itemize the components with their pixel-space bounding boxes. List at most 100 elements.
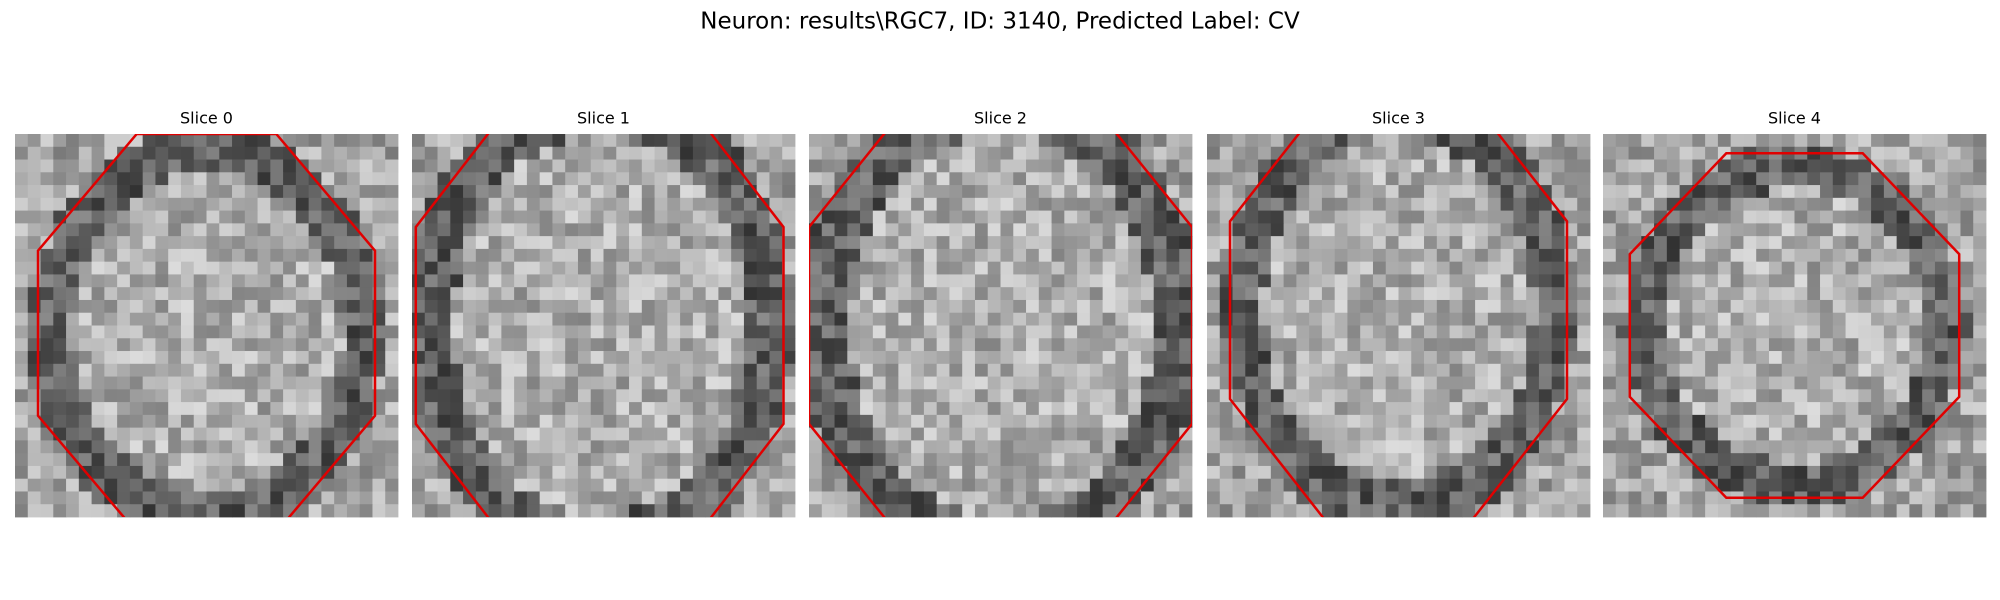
pixel	[1679, 453, 1693, 467]
pixel	[27, 427, 41, 441]
pixel	[1153, 299, 1167, 314]
pixel	[15, 453, 29, 467]
pixel	[1564, 440, 1578, 454]
pixel	[244, 325, 258, 339]
pixel	[66, 351, 80, 365]
pixel	[1089, 210, 1104, 224]
pixel	[539, 504, 553, 518]
pixel	[129, 453, 144, 467]
pixel	[1526, 210, 1540, 224]
pixel	[1934, 299, 1949, 314]
pixel	[1705, 491, 1719, 505]
pixel	[667, 223, 681, 237]
pixel	[155, 453, 169, 467]
pixel	[1051, 453, 1065, 467]
pixel	[1372, 236, 1387, 250]
pixel	[1296, 261, 1310, 275]
pixel	[1692, 440, 1706, 454]
pixel	[590, 440, 604, 454]
pixel	[1526, 146, 1540, 160]
pixel	[1858, 504, 1872, 518]
pixel	[1577, 261, 1591, 275]
pixel	[1922, 185, 1936, 199]
pixel	[283, 491, 297, 505]
pixel	[731, 389, 745, 403]
pixel	[1140, 504, 1155, 518]
pixel	[1207, 478, 1221, 492]
pixel	[1717, 223, 1732, 237]
pixel	[974, 465, 989, 480]
pixel	[1871, 248, 1885, 263]
pixel	[1089, 261, 1104, 275]
pixel	[1309, 351, 1323, 365]
pixel	[654, 376, 668, 390]
pixel	[53, 287, 67, 301]
pixel	[1781, 351, 1795, 365]
pixel	[667, 504, 681, 518]
pixel	[1000, 465, 1014, 480]
pixel	[40, 210, 54, 224]
pixel	[412, 389, 426, 403]
pixel	[1717, 504, 1732, 518]
pixel	[463, 338, 477, 352]
pixel	[1347, 338, 1361, 352]
pixel	[526, 172, 541, 186]
pixel	[705, 210, 719, 224]
pixel	[232, 299, 246, 314]
pixel	[1475, 363, 1489, 377]
pixel	[1309, 440, 1323, 454]
pixel	[1794, 261, 1808, 275]
pixel	[667, 351, 681, 365]
pixel	[949, 478, 963, 492]
pixel	[1077, 223, 1091, 237]
pixel	[616, 414, 630, 429]
pixel	[756, 261, 770, 275]
pixel	[705, 351, 719, 365]
pixel	[372, 197, 386, 211]
pixel	[1679, 312, 1693, 326]
pixel	[1730, 453, 1744, 467]
pixel	[1219, 185, 1233, 199]
pixel	[1436, 172, 1450, 186]
pixel	[974, 338, 989, 352]
pixel	[1411, 274, 1425, 288]
pixel	[270, 236, 284, 250]
pixel	[1064, 504, 1078, 518]
pixel	[898, 376, 912, 390]
pixel	[244, 389, 258, 403]
pixel	[1166, 351, 1180, 365]
pixel	[872, 325, 886, 339]
pixel	[295, 414, 310, 429]
pixel	[283, 197, 297, 211]
pixel	[1475, 465, 1489, 480]
pixel	[424, 427, 438, 441]
pixel	[603, 236, 617, 250]
pixel	[501, 223, 515, 237]
pixel	[142, 376, 156, 390]
pixel	[1628, 351, 1642, 365]
pixel	[168, 414, 182, 429]
pixel	[539, 351, 553, 365]
pixel	[923, 146, 938, 160]
pixel	[206, 134, 220, 148]
panel: Slice 0	[15, 109, 399, 518]
pixel	[1577, 159, 1591, 173]
pixel	[463, 325, 477, 339]
pixel	[1232, 159, 1246, 173]
pixel	[142, 402, 156, 416]
pixel	[514, 414, 528, 429]
pixel	[232, 261, 246, 275]
pixel	[1500, 261, 1514, 275]
pixel	[769, 376, 783, 390]
pixel	[501, 389, 515, 403]
pixel	[27, 210, 41, 224]
pixel	[1321, 338, 1336, 352]
pixel	[1654, 172, 1668, 186]
pixel	[359, 248, 373, 263]
pixel	[1321, 287, 1336, 301]
pixel	[1628, 414, 1642, 429]
pixel	[1705, 504, 1719, 518]
pixel	[1896, 223, 1910, 237]
pixel	[1270, 185, 1284, 199]
pixel	[1424, 223, 1438, 237]
